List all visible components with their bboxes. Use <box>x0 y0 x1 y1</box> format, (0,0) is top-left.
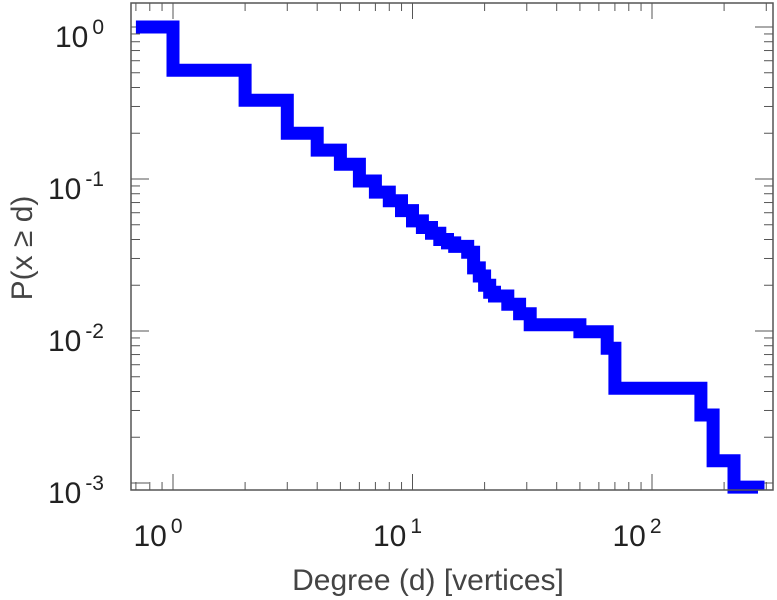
series-layer <box>135 20 765 494</box>
x-axis-title: Degree (d) [vertices] <box>292 564 564 597</box>
x-tick-label: 10 2 <box>612 515 661 553</box>
y-tick-label: 10 -1 <box>48 168 104 206</box>
plot-frame <box>130 2 774 491</box>
y-tick-label: 10 -3 <box>48 472 104 510</box>
x-tick-label: 10 1 <box>373 515 422 553</box>
x-tick-labels: 10 0 10 1 10 2 <box>133 515 661 553</box>
y-axis-title: P(x ≥ d) <box>6 196 39 301</box>
minor-ticks <box>131 3 773 491</box>
y-tick-label: 10 -2 <box>48 320 104 358</box>
y-tick-label: 10 0 <box>55 16 104 54</box>
x-tick-label: 10 0 <box>133 515 182 553</box>
series-line-0 <box>135 20 765 494</box>
